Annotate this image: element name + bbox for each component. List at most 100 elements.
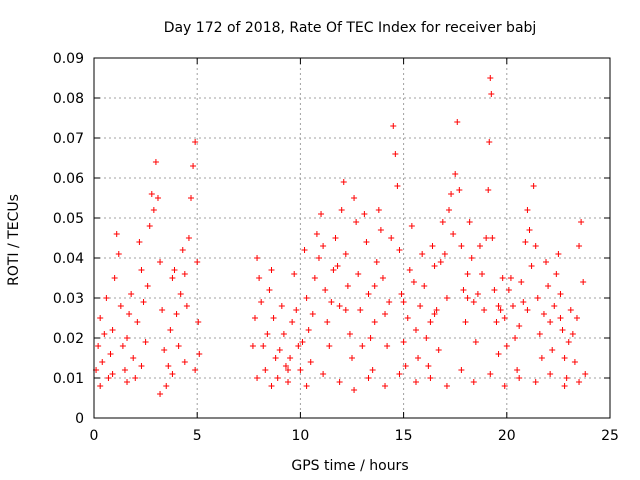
data-point bbox=[483, 235, 490, 241]
data-point bbox=[258, 299, 265, 305]
data-point bbox=[268, 383, 275, 389]
data-point bbox=[371, 319, 378, 325]
data-point bbox=[501, 383, 508, 389]
data-point bbox=[165, 363, 172, 369]
x-tick-labels: 0 5 10 15 20 25 bbox=[90, 428, 619, 444]
data-point bbox=[152, 159, 159, 165]
data-point bbox=[569, 331, 576, 337]
data-point bbox=[169, 275, 176, 281]
data-point bbox=[379, 275, 386, 281]
data-point bbox=[454, 119, 461, 125]
data-point bbox=[547, 371, 554, 377]
y-tick-labels: 0 0.01 0.02 0.03 0.04 0.05 0.06 0.07 0.08 0.09 bbox=[53, 51, 84, 427]
data-point bbox=[561, 383, 568, 389]
data-point bbox=[443, 295, 450, 301]
data-point bbox=[578, 219, 585, 225]
data-point bbox=[326, 343, 333, 349]
data-point bbox=[410, 279, 417, 285]
data-point bbox=[365, 375, 372, 381]
data-point bbox=[324, 319, 331, 325]
data-point bbox=[190, 163, 197, 169]
data-point bbox=[148, 191, 155, 197]
data-point bbox=[458, 243, 465, 249]
data-point bbox=[299, 339, 306, 345]
data-point bbox=[181, 359, 188, 365]
data-point bbox=[479, 271, 486, 277]
data-point bbox=[262, 367, 269, 373]
data-point bbox=[516, 375, 523, 381]
data-point bbox=[105, 375, 112, 381]
data-point bbox=[555, 251, 562, 257]
data-point bbox=[375, 207, 382, 213]
data-point bbox=[530, 183, 537, 189]
data-point bbox=[522, 239, 529, 245]
data-point bbox=[538, 355, 545, 361]
data-point bbox=[501, 315, 508, 321]
data-point bbox=[318, 211, 325, 217]
data-point bbox=[173, 311, 180, 317]
data-point bbox=[429, 243, 436, 249]
data-point bbox=[474, 291, 481, 297]
data-point bbox=[140, 299, 147, 305]
data-point bbox=[128, 291, 135, 297]
data-point bbox=[540, 311, 547, 317]
data-point bbox=[161, 347, 168, 353]
data-point bbox=[503, 343, 510, 349]
data-point bbox=[423, 335, 430, 341]
data-point bbox=[549, 347, 556, 353]
data-point bbox=[532, 243, 539, 249]
data-point bbox=[421, 283, 428, 289]
data-point bbox=[103, 295, 110, 301]
data-point bbox=[334, 263, 341, 269]
data-point bbox=[188, 195, 195, 201]
data-point bbox=[369, 367, 376, 373]
data-point bbox=[460, 287, 467, 293]
data-point bbox=[338, 207, 345, 213]
data-point bbox=[163, 383, 170, 389]
data-point bbox=[466, 219, 473, 225]
x-tick-label: 20 bbox=[498, 428, 516, 444]
data-point bbox=[336, 303, 343, 309]
data-point bbox=[113, 231, 120, 237]
data-point bbox=[251, 315, 258, 321]
x-tick-label: 0 bbox=[90, 428, 99, 444]
y-tick-label: 0 bbox=[75, 411, 84, 427]
data-point bbox=[344, 283, 351, 289]
data-point bbox=[311, 275, 318, 281]
data-point bbox=[464, 271, 471, 277]
y-tick-label: 0.06 bbox=[53, 171, 84, 187]
data-point bbox=[425, 363, 432, 369]
data-point bbox=[412, 327, 419, 333]
data-point bbox=[536, 331, 543, 337]
data-point bbox=[351, 387, 358, 393]
data-point bbox=[514, 367, 521, 373]
data-point bbox=[437, 259, 444, 265]
data-point bbox=[497, 307, 504, 313]
data-point bbox=[518, 279, 525, 285]
data-point bbox=[580, 279, 587, 285]
data-point bbox=[109, 327, 116, 333]
data-point bbox=[287, 355, 294, 361]
data-point bbox=[486, 139, 493, 145]
data-point bbox=[450, 231, 457, 237]
data-point bbox=[320, 371, 327, 377]
data-point bbox=[582, 371, 589, 377]
y-tick-label: 0.02 bbox=[53, 331, 84, 347]
data-point bbox=[557, 315, 564, 321]
data-point bbox=[470, 379, 477, 385]
data-point bbox=[322, 287, 329, 293]
data-point bbox=[489, 235, 496, 241]
data-point bbox=[559, 327, 566, 333]
data-point bbox=[289, 319, 296, 325]
data-point bbox=[280, 331, 287, 337]
data-point bbox=[547, 319, 554, 325]
data-point bbox=[487, 75, 494, 81]
data-point bbox=[400, 339, 407, 345]
chart-title: Day 172 of 2018, Rate Of TEC Index for r… bbox=[164, 20, 537, 36]
data-point bbox=[336, 379, 343, 385]
y-tick-label: 0.07 bbox=[53, 131, 84, 147]
data-point bbox=[146, 223, 153, 229]
data-point bbox=[470, 299, 477, 305]
y-tick-label: 0.03 bbox=[53, 291, 84, 307]
data-point bbox=[439, 219, 446, 225]
